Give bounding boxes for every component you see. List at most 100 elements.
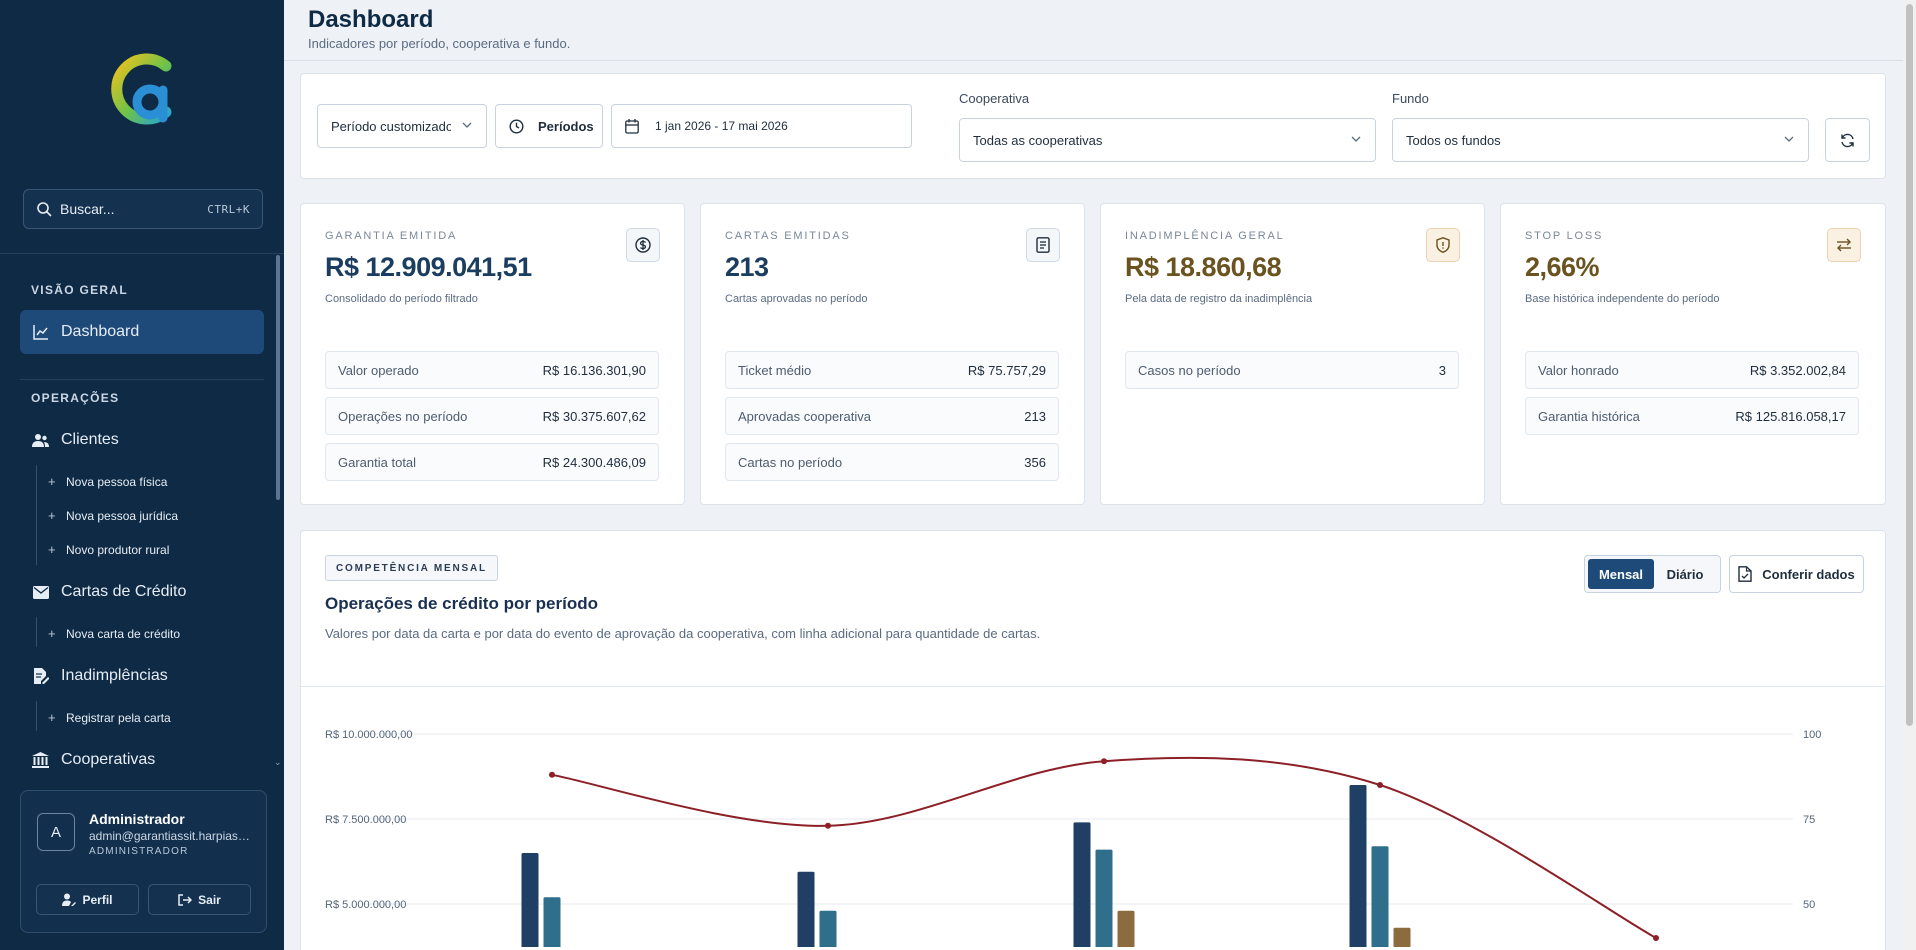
sidebar-subitem-registrar-carta[interactable]: + Registrar pela carta [48,710,171,725]
dollar-circle-icon [626,228,660,262]
sidebar-subitem-novo-produtor-rural[interactable]: + Novo produtor rural [48,542,169,557]
page-scrollbar[interactable] [1903,0,1916,950]
page-subtitle: Indicadores por período, cooperativa e f… [308,36,571,51]
nav-divider [20,379,264,380]
subitem-label: Nova pessoa jurídica [66,508,179,523]
sidebar-subitem-nova-carta[interactable]: + Nova carta de crédito [48,626,180,641]
periods-button[interactable]: Períodos [495,104,603,148]
sidebar-subitem-nova-pessoa-juridica[interactable]: + Nova pessoa jurídica [48,508,178,523]
section-title-operations: OPERAÇÕES [31,391,120,405]
logout-icon [178,893,193,906]
chart-bar[interactable] [797,871,815,947]
cooperativa-select-value: Todas as cooperativas [973,132,1103,148]
cooperativa-select[interactable]: Todas as cooperativas [959,118,1376,162]
user-name: Administrador [89,811,185,827]
kpi-row-label: Ticket médio [738,362,812,378]
chart-card: COMPETÊNCIA MENSAL Operações de crédito … [300,530,1886,950]
kpi-row-value: 3 [1438,362,1446,378]
chart-bar[interactable] [1349,785,1367,947]
date-range-picker[interactable]: 1 jan 2026 - 17 mai 2026 [611,104,912,148]
line-point[interactable] [825,822,831,829]
chart-bar[interactable] [521,853,539,947]
page-title: Dashboard [308,6,434,33]
page-header: Dashboard Indicadores por período, coope… [284,0,1903,61]
chart-title: Operações de crédito por período [325,594,599,613]
kpi-row-value: 213 [1024,408,1046,424]
sidebar-item-inadimplencias[interactable]: Inadimplências [20,654,264,698]
avatar: A [37,813,75,851]
logout-button[interactable]: Sair [148,884,251,915]
line-point[interactable] [1101,758,1107,765]
kpi-card-garantia: GARANTIA EMITIDA R$ 12.909.041,51 Consol… [300,203,685,505]
profile-button[interactable]: Perfil [36,884,139,915]
profile-button-label: Perfil [82,892,113,907]
page-scrollbar-thumb[interactable] [1906,4,1913,726]
sidebar-item-dashboard[interactable]: Dashboard [20,310,264,354]
check-data-button[interactable]: Conferir dados [1729,555,1864,593]
kpi-row-label: Cartas no período [738,454,843,470]
sidebar-subitem-nova-pessoa-fisica[interactable]: + Nova pessoa física [48,474,167,489]
fundo-label: Fundo [1392,91,1429,106]
kpi-row: Operações no período R$ 30.375.607,62 [325,397,659,435]
refresh-icon [1841,133,1854,147]
chart-bar[interactable] [819,910,837,947]
kpi-row: Casos no período 3 [1125,351,1459,389]
cooperativa-label: Cooperativa [959,91,1030,106]
right-axis-tick: 75 [1803,814,1815,826]
plus-icon: + [48,626,56,641]
scroll-down-icon[interactable]: ⌄ [274,757,282,767]
sidebar-scrollbar[interactable] [276,255,280,500]
kpi-row: Aprovadas cooperativa 213 [725,397,1059,435]
kpi-label: STOP LOSS [1525,230,1604,242]
kpi-row-label: Garantia total [338,454,417,470]
fundo-select[interactable]: Todos os fundos [1392,118,1809,162]
chart-bar[interactable] [1393,927,1411,947]
swap-arrows-icon [1827,228,1861,262]
envelope-icon [32,584,49,601]
toggle-monthly[interactable]: Mensal [1588,559,1654,589]
kpi-value: 2,66% [1525,252,1600,282]
subitem-label: Novo produtor rural [66,542,170,557]
search-input[interactable]: Buscar... CTRL+K [23,189,263,229]
kpi-row-value: R$ 75.757,29 [967,362,1046,378]
kpi-row-label: Operações no período [338,408,468,424]
filters-card: Período customizado Períodos 1 jan 2026 … [300,73,1886,179]
sidebar-item-clientes[interactable]: Clientes [20,418,264,462]
user-email: admin@garantiassit.harpiasoftware.com [89,829,254,843]
kpi-description: Base histórica independente do período [1525,293,1720,305]
sidebar-item-cooperativas[interactable]: Cooperativas [20,738,264,770]
kpi-label: CARTAS EMITIDAS [725,230,851,242]
chart-bar[interactable] [1371,846,1389,947]
chart-badge: COMPETÊNCIA MENSAL [325,555,498,581]
left-axis-tick: R$ 10.000.000,00 [325,729,412,741]
search-icon [37,202,52,217]
sidebar-nav: VISÃO GERAL Dashboard OPERAÇÕES Clientes… [0,255,284,770]
chart-bar[interactable] [1073,822,1091,947]
period-select[interactable]: Período customizado [317,104,487,148]
plus-icon: + [48,508,56,523]
plus-icon: + [48,474,56,489]
sidebar-item-label: Inadimplências [61,667,168,684]
kpi-row-value: R$ 16.136.301,90 [542,362,646,378]
chart-description: Valores por data da carta e por data do … [325,626,1041,641]
chart-bar[interactable] [1117,910,1135,947]
chart-bar[interactable] [1095,849,1113,947]
sidebar-item-label: Cartas de Crédito [61,583,187,600]
line-point[interactable] [1377,782,1383,788]
search-placeholder: Buscar... [60,201,115,217]
line-point[interactable] [549,771,555,778]
logout-button-label: Sair [198,892,221,907]
sidebar-item-cartas[interactable]: Cartas de Crédito [20,570,264,614]
chart-bar[interactable] [543,897,561,947]
kpi-row-value: 356 [1024,454,1046,470]
refresh-button[interactable] [1825,118,1870,162]
kpi-row-label: Casos no período [1138,362,1241,378]
kpi-row-label: Garantia histórica [1538,408,1640,424]
toggle-daily[interactable]: Diário [1666,566,1704,582]
line-point[interactable] [1653,935,1659,941]
bank-icon [32,752,49,769]
kpi-row-label: Valor honrado [1538,362,1619,378]
sidebar: Buscar... CTRL+K VISÃO GERAL Dashboard O… [0,0,284,950]
check-data-label: Conferir dados [1762,566,1855,582]
kpi-label: INADIMPLÊNCIA GERAL [1125,230,1285,242]
